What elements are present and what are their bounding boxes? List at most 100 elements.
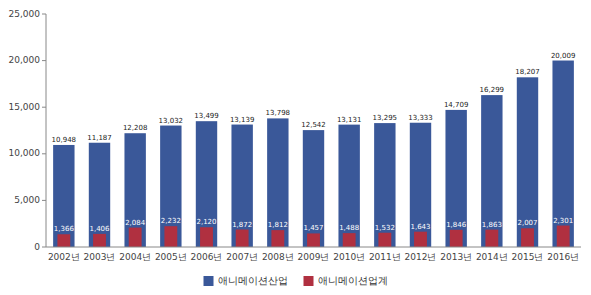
bar	[338, 125, 359, 247]
data-label: 2,007	[517, 219, 537, 227]
data-labels: 10,948 11,187 12,208 13,032 13,499 13,139 13,7…	[52, 52, 576, 234]
bar	[271, 230, 284, 247]
bar	[521, 228, 534, 247]
y-tick-label: 10,000	[9, 148, 41, 158]
legend-swatch	[204, 276, 214, 286]
y-tick	[42, 153, 46, 154]
data-label: 16,299	[480, 86, 505, 94]
data-label: 13,499	[194, 112, 219, 120]
data-label: 1,846	[446, 221, 467, 229]
y-axis-line	[46, 14, 47, 247]
bar	[410, 123, 431, 247]
bar	[164, 226, 177, 247]
data-label: 1,812	[268, 221, 288, 229]
data-label: 1,406	[89, 225, 110, 233]
data-label: 13,333	[408, 114, 433, 122]
data-label: 2,301	[553, 217, 573, 225]
x-tick-label: 2008년	[262, 252, 294, 262]
x-axis: 2002년2003년2004년2005년2006년2007년2008년2009년…	[48, 252, 579, 262]
bar	[481, 95, 502, 247]
bar	[303, 130, 324, 247]
bar	[485, 230, 498, 247]
data-label: 12,208	[123, 124, 148, 132]
data-label: 13,139	[230, 116, 255, 124]
y-tick	[42, 200, 46, 201]
data-label: 13,032	[159, 117, 184, 125]
y-tick-label: 15,000	[9, 102, 41, 112]
data-label: 2,084	[125, 219, 146, 227]
y-tick-label: 20,000	[9, 55, 41, 65]
y-tick-label: 0	[34, 242, 40, 252]
y-tick-label: 5,000	[14, 195, 40, 205]
data-label: 12,542	[301, 121, 326, 129]
data-label: 18,207	[515, 68, 540, 76]
chart: 0 5,000 10,000 15,000 20,000 25,000 10,948 11,1…	[0, 0, 591, 295]
bar	[231, 125, 252, 247]
bar	[445, 110, 466, 247]
y-tick	[42, 14, 46, 15]
bar	[124, 133, 145, 247]
data-label: 20,009	[551, 52, 576, 60]
data-label: 1,488	[339, 224, 359, 232]
data-label: 2,232	[161, 217, 181, 225]
bar	[307, 233, 320, 247]
data-label: 14,709	[444, 101, 469, 109]
x-tick-label: 2009년	[298, 252, 330, 262]
data-label: 11,187	[87, 134, 112, 142]
data-label: 2,120	[196, 218, 216, 226]
bars	[53, 61, 574, 247]
bar	[129, 228, 142, 247]
data-label: 10,948	[52, 136, 77, 144]
legend-label: 애니메이션산업	[218, 275, 288, 286]
data-label: 1,532	[375, 224, 395, 232]
data-label: 1,872	[232, 221, 252, 229]
legend-item: 애니메이션업계	[304, 275, 388, 286]
x-tick-label: 2015년	[512, 252, 544, 262]
data-label: 1,643	[410, 223, 430, 231]
legend-swatch	[304, 276, 314, 286]
bar	[450, 230, 463, 247]
x-tick-label: 2013년	[440, 252, 472, 262]
x-tick-label: 2014년	[476, 252, 508, 262]
data-label: 1,366	[54, 225, 75, 233]
x-tick-label: 2003년	[84, 252, 116, 262]
bar	[200, 227, 213, 247]
bar	[267, 118, 288, 247]
bar	[160, 126, 181, 247]
y-tick	[42, 60, 46, 61]
data-label: 13,131	[337, 116, 362, 124]
data-label: 1,863	[482, 221, 502, 229]
bar	[557, 226, 570, 247]
y-tick	[42, 107, 46, 108]
bar	[57, 234, 70, 247]
legend-item: 애니메이션산업	[204, 275, 288, 286]
legend-label: 애니메이션업계	[318, 275, 388, 286]
y-tick-label: 25,000	[9, 9, 41, 19]
x-tick-label: 2002년	[48, 252, 80, 262]
x-tick-label: 2010년	[333, 252, 365, 262]
legend: 애니메이션산업 애니메이션업계	[204, 275, 388, 286]
x-tick-label: 2007년	[226, 252, 258, 262]
bar	[378, 233, 391, 247]
bar	[196, 121, 217, 247]
bar	[53, 145, 74, 247]
x-axis-line	[46, 247, 581, 248]
x-tick-label: 2016년	[547, 252, 579, 262]
bar	[414, 232, 427, 247]
bar	[517, 77, 538, 247]
bar	[374, 123, 395, 247]
bar	[343, 233, 356, 247]
data-label: 1,457	[303, 224, 323, 232]
x-tick-label: 2011년	[369, 252, 401, 262]
bar	[552, 61, 573, 247]
x-tick-label: 2012년	[405, 252, 437, 262]
bar	[93, 234, 106, 247]
y-tick	[42, 247, 46, 248]
x-tick-label: 2004년	[119, 252, 151, 262]
bar	[236, 230, 249, 247]
bar	[89, 143, 110, 247]
data-label: 13,798	[266, 109, 291, 117]
data-label: 13,295	[373, 114, 398, 122]
x-tick-label: 2006년	[191, 252, 223, 262]
y-axis: 0 5,000 10,000 15,000 20,000 25,000	[9, 9, 47, 252]
